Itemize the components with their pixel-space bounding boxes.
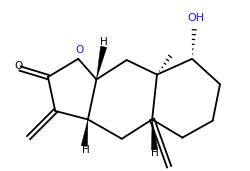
Polygon shape [96, 46, 106, 80]
Polygon shape [81, 119, 87, 147]
Text: O: O [75, 45, 83, 55]
Text: H: H [150, 148, 158, 158]
Text: OH: OH [186, 13, 204, 23]
Polygon shape [151, 119, 157, 150]
Text: H: H [81, 145, 89, 155]
Text: O: O [15, 61, 23, 71]
Text: H: H [100, 37, 107, 47]
